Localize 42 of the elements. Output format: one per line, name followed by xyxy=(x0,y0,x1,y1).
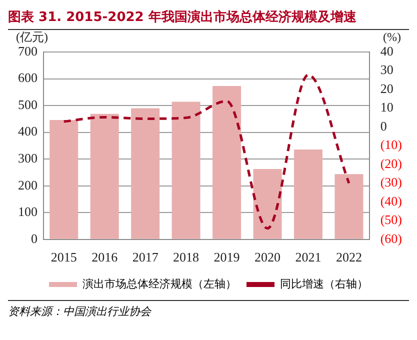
bar xyxy=(172,102,200,239)
y-tick-label: 600 xyxy=(18,70,38,86)
y2-tick-label: (60) xyxy=(380,230,402,246)
legend-label: 同比增速（右轴） xyxy=(280,277,368,290)
x-tick-label: 2022 xyxy=(336,250,362,265)
y-tick-label: 500 xyxy=(18,96,38,112)
bar xyxy=(90,114,119,239)
x-tick-label: 2021 xyxy=(295,250,322,265)
bar xyxy=(253,168,282,239)
chart-title: 图表 31. 2015-2022 年我国演出市场总体经济规模及增速 xyxy=(8,8,409,30)
y2-tick-label: (30) xyxy=(380,174,402,190)
line-series xyxy=(62,74,350,230)
y-axis-title: (亿元) xyxy=(16,30,48,44)
text: 资料来源：中国演出行业协会 xyxy=(8,300,409,319)
y2-tick-label: (20) xyxy=(380,156,402,171)
y-tick-label: 300 xyxy=(18,150,38,166)
y-tick-label: 700 xyxy=(18,43,38,58)
bar xyxy=(294,149,322,239)
bar xyxy=(334,174,364,239)
y2-tick-label: 10 xyxy=(380,100,394,115)
y-tick-label: 200 xyxy=(18,177,38,192)
y2-axis-title: (%) xyxy=(383,30,401,44)
y2-tick-label: (10) xyxy=(380,137,402,152)
x-tick-label: 2019 xyxy=(214,250,240,265)
bar xyxy=(50,120,78,239)
x-tick-label: 2020 xyxy=(254,250,281,265)
y2-tick-label: (50) xyxy=(380,212,402,228)
y2-tick-label: 40 xyxy=(380,43,394,58)
x-tick-label: 2018 xyxy=(173,250,200,265)
x-tick-label: 2015 xyxy=(50,250,77,265)
y2-tick-label: (40) xyxy=(380,193,402,208)
x-tick-label: 2016 xyxy=(92,250,118,265)
y-tick-label: 100 xyxy=(18,204,38,220)
bar xyxy=(131,108,160,239)
y-tick-label: 0 xyxy=(31,230,38,246)
y2-tick-label: 30 xyxy=(380,62,394,78)
y2-tick-label: 0 xyxy=(380,118,387,134)
y-tick-label: 400 xyxy=(18,124,38,139)
y2-tick-label: 20 xyxy=(380,80,394,96)
x-tick-label: 2017 xyxy=(132,250,159,265)
bar xyxy=(212,86,242,239)
legend-label: 演出市场总体经济规模（左轴） xyxy=(82,277,236,290)
